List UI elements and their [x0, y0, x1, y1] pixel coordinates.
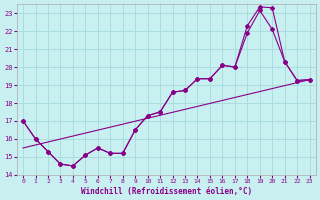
X-axis label: Windchill (Refroidissement éolien,°C): Windchill (Refroidissement éolien,°C) — [81, 187, 252, 196]
